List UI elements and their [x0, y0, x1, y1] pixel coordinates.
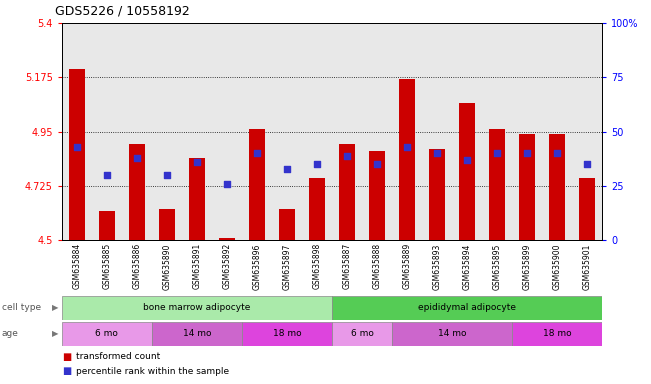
Text: ■: ■ [62, 352, 71, 362]
Bar [189, 158, 205, 240]
Point [72, 144, 82, 150]
Text: percentile rank within the sample: percentile rank within the sample [76, 366, 229, 376]
Text: GDS5226 / 10558192: GDS5226 / 10558192 [55, 5, 190, 18]
Text: epididymal adipocyte: epididymal adipocyte [418, 303, 516, 313]
Text: ▶: ▶ [52, 329, 59, 338]
Bar [429, 149, 445, 240]
Point [282, 166, 292, 172]
Point [222, 181, 232, 187]
Text: cell type: cell type [2, 303, 41, 313]
Bar [249, 129, 265, 240]
Bar [62, 296, 332, 320]
Bar [152, 322, 242, 346]
Point [161, 172, 172, 178]
Point [132, 155, 142, 161]
Point [342, 152, 352, 159]
Point [252, 151, 262, 157]
Point [191, 159, 202, 165]
Bar [129, 144, 145, 240]
Point [372, 161, 382, 167]
Text: ▶: ▶ [52, 303, 59, 313]
Text: 6 mo: 6 mo [96, 329, 118, 338]
Point [102, 172, 112, 178]
Text: age: age [2, 329, 19, 338]
Point [462, 157, 473, 163]
Point [552, 151, 562, 157]
Text: 14 mo: 14 mo [438, 329, 466, 338]
Bar [459, 103, 475, 240]
Bar [332, 322, 392, 346]
Point [312, 161, 322, 167]
Bar [62, 322, 152, 346]
Text: 6 mo: 6 mo [351, 329, 374, 338]
Bar [309, 177, 326, 240]
Point [432, 151, 442, 157]
Bar [219, 238, 235, 240]
Text: transformed count: transformed count [76, 352, 160, 361]
Bar [279, 209, 296, 240]
Text: ■: ■ [62, 366, 71, 376]
Point [492, 151, 503, 157]
Bar [339, 144, 355, 240]
Bar [68, 69, 85, 240]
Bar [579, 177, 596, 240]
Point [582, 161, 592, 167]
Bar [368, 151, 385, 240]
Text: 14 mo: 14 mo [183, 329, 211, 338]
Bar [399, 79, 415, 240]
Text: 18 mo: 18 mo [543, 329, 572, 338]
Text: bone marrow adipocyte: bone marrow adipocyte [143, 303, 251, 313]
Bar [519, 134, 535, 240]
Point [402, 144, 412, 150]
Bar [549, 134, 566, 240]
Bar [489, 129, 505, 240]
Bar [512, 322, 602, 346]
Bar [98, 212, 115, 240]
Text: 18 mo: 18 mo [273, 329, 301, 338]
Bar [159, 209, 175, 240]
Bar [392, 322, 512, 346]
Point [522, 151, 533, 157]
Bar [332, 296, 602, 320]
Bar [242, 322, 332, 346]
